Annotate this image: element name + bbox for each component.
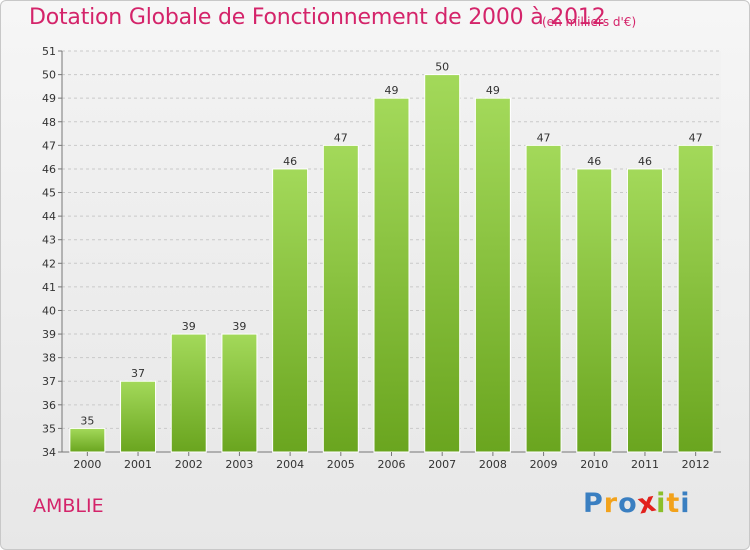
y-tick-label: 45: [42, 187, 56, 200]
bar: [69, 427, 106, 453]
data-label: 47: [689, 131, 703, 144]
chart-title: Dotation Globale de Fonctionnement de 20…: [29, 5, 606, 30]
logo-letter: o: [618, 488, 638, 519]
x-tick-label: 2003: [225, 458, 253, 471]
y-tick-label: 46: [42, 163, 56, 176]
data-label: 46: [283, 155, 297, 168]
x-tick-label: 2006: [378, 458, 406, 471]
x-tick-label: 2011: [631, 458, 659, 471]
proxiti-logo: Proxiti: [583, 486, 691, 520]
y-tick-label: 38: [42, 352, 56, 365]
y-tick-label: 44: [42, 210, 56, 223]
logo-letter: i: [656, 488, 667, 519]
y-tick-label: 34: [42, 446, 56, 459]
y-tick-label: 36: [42, 399, 56, 412]
x-tick-label: 2009: [530, 458, 558, 471]
commune-name: AMBLIE: [33, 495, 104, 517]
bar: [525, 144, 562, 453]
data-label: 46: [638, 155, 652, 168]
x-tick-label: 2004: [276, 458, 304, 471]
bar: [474, 97, 511, 453]
bar: [677, 144, 714, 453]
y-tick-label: 48: [42, 116, 56, 129]
logo-letter: r: [603, 488, 619, 519]
chart-subtitle: (en milliers d'€): [542, 15, 637, 29]
y-tick-label: 43: [42, 234, 56, 247]
data-label: 39: [182, 320, 196, 333]
x-tick-label: 2012: [682, 458, 710, 471]
y-tick-label: 42: [42, 257, 56, 270]
data-label: 47: [537, 131, 551, 144]
data-label: 37: [131, 367, 145, 380]
y-tick-label: 51: [42, 45, 56, 58]
bar: [424, 74, 461, 453]
x-tick-label: 2001: [124, 458, 152, 471]
x-tick-label: 2000: [73, 458, 101, 471]
bar: [221, 333, 258, 453]
data-label: 46: [587, 155, 601, 168]
logo-letter: P: [583, 488, 604, 519]
bar: [170, 333, 207, 453]
y-tick-label: 41: [42, 281, 56, 294]
x-tick-label: 2008: [479, 458, 507, 471]
data-label: 50: [435, 61, 449, 74]
x-tick-label: 2007: [428, 458, 456, 471]
x-tick-label: 2005: [327, 458, 355, 471]
y-tick-label: 47: [42, 139, 56, 152]
bar: [322, 144, 359, 453]
y-tick-label: 49: [42, 92, 56, 105]
y-tick-label: 50: [42, 69, 56, 82]
bar: [373, 97, 410, 453]
logo-letter: t: [666, 488, 681, 519]
bar: [576, 168, 613, 453]
bar: [626, 168, 663, 453]
data-label: 35: [80, 414, 94, 427]
data-label: 39: [232, 320, 246, 333]
y-tick-label: 39: [42, 328, 56, 341]
x-tick-label: 2010: [580, 458, 608, 471]
y-tick-label: 35: [42, 422, 56, 435]
bar: [120, 380, 157, 453]
y-tick-label: 40: [42, 304, 56, 317]
data-label: 49: [486, 84, 500, 97]
logo-letter: i: [680, 488, 691, 519]
y-tick-label: 37: [42, 375, 56, 388]
data-label: 47: [334, 131, 348, 144]
bar: [272, 168, 309, 453]
x-tick-label: 2002: [175, 458, 203, 471]
data-label: 49: [385, 84, 399, 97]
